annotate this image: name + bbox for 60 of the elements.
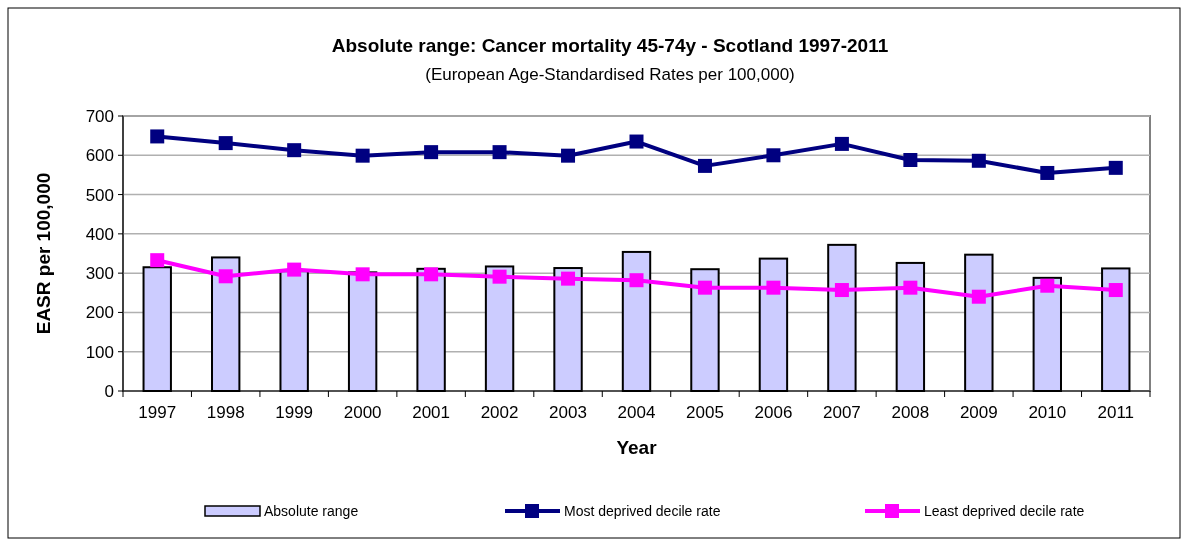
point bbox=[218, 136, 233, 151]
point bbox=[629, 273, 644, 288]
y-tick-label: 600 bbox=[85, 146, 114, 166]
y-tick-label: 400 bbox=[85, 224, 114, 244]
point bbox=[1040, 165, 1055, 180]
point bbox=[971, 153, 986, 168]
point bbox=[150, 253, 165, 268]
point bbox=[766, 280, 781, 295]
y-tick-label: 300 bbox=[85, 264, 114, 284]
x-tick-label: 1999 bbox=[275, 403, 314, 422]
point bbox=[355, 267, 370, 282]
point bbox=[629, 134, 644, 149]
x-tick-label: 2000 bbox=[343, 403, 382, 422]
chart-subtitle: (European Age-Standardised Rates per 100,000) bbox=[425, 65, 795, 84]
point bbox=[1040, 278, 1055, 293]
x-tick-label: 2008 bbox=[891, 403, 930, 422]
point bbox=[287, 143, 302, 158]
point bbox=[834, 136, 849, 151]
point bbox=[424, 267, 439, 282]
legend-label: Least deprived decile rate bbox=[924, 502, 1085, 519]
point bbox=[903, 153, 918, 167]
point bbox=[492, 145, 507, 160]
point bbox=[903, 280, 918, 295]
point bbox=[561, 271, 576, 286]
point bbox=[1108, 160, 1123, 175]
point bbox=[561, 148, 576, 163]
x-tick-label: 2002 bbox=[480, 403, 519, 422]
legend-label: Absolute range bbox=[264, 502, 359, 519]
point bbox=[766, 148, 781, 163]
x-tick-label: 2001 bbox=[412, 403, 451, 422]
x-tick-label: 1998 bbox=[206, 403, 245, 422]
x-tick-label: 2003 bbox=[549, 403, 587, 422]
chart-title: Absolute range: Cancer mortality 45-74y - Scotland 1997-2011 bbox=[331, 35, 889, 56]
point bbox=[218, 269, 233, 284]
legend-label: Most deprived decile rate bbox=[564, 502, 721, 519]
x-tick-label: 2006 bbox=[754, 403, 793, 422]
point bbox=[1108, 283, 1123, 298]
point bbox=[424, 145, 439, 160]
y-tick-label: 500 bbox=[85, 185, 114, 205]
x-tick-label: 2009 bbox=[959, 403, 998, 422]
point bbox=[834, 283, 849, 298]
y-tick-label: 200 bbox=[85, 303, 114, 323]
x-tick-label: 2004 bbox=[617, 403, 656, 422]
y-tick-label: 700 bbox=[85, 106, 114, 126]
x-tick-label: 2010 bbox=[1028, 403, 1067, 422]
point bbox=[971, 289, 986, 304]
x-tick-label: 2005 bbox=[686, 403, 724, 422]
x-tick-label: 2007 bbox=[822, 403, 861, 422]
point bbox=[355, 148, 370, 163]
y-axis-title: EASR per 100,000 bbox=[33, 172, 54, 335]
x-axis-title: Year bbox=[616, 437, 658, 458]
y-tick-label: 0 bbox=[104, 381, 114, 401]
x-tick-label: 1997 bbox=[138, 403, 177, 422]
x-tick-label: 2011 bbox=[1097, 403, 1135, 422]
point bbox=[697, 280, 712, 295]
y-tick-label: 100 bbox=[85, 342, 114, 362]
point bbox=[287, 262, 302, 277]
point bbox=[150, 129, 165, 144]
point bbox=[697, 158, 712, 173]
point bbox=[492, 269, 507, 284]
